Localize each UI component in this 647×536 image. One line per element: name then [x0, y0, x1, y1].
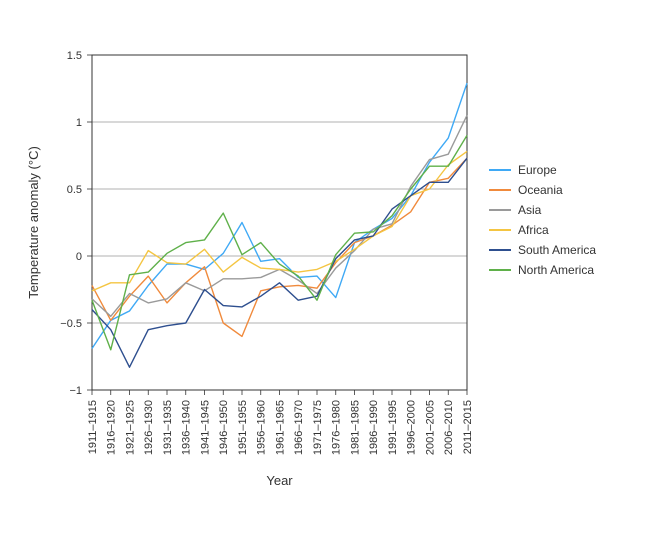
legend-label: North America [518, 263, 594, 277]
x-tick-label: 1966–1970 [293, 400, 305, 455]
legend-label: South America [518, 243, 596, 257]
y-tick-labels: −1 −0.5 0 0.5 1 1.5 [60, 50, 82, 397]
x-axis-title: Year [266, 473, 293, 488]
series-line-north-america [92, 135, 467, 349]
x-tick-label: 1951–1955 [237, 400, 249, 455]
y-tick-label: 1 [76, 117, 82, 129]
x-tick-label: 2006–2010 [443, 400, 455, 455]
y-tick-label: 0 [76, 251, 82, 263]
x-tick-label: 1926–1930 [143, 400, 155, 455]
y-tick-label: 0.5 [67, 184, 82, 196]
x-tick-label: 1956–1960 [256, 400, 268, 455]
x-tick-label: 1921–1925 [124, 400, 136, 455]
x-tick-label: 1986–1990 [368, 400, 380, 455]
data-lines-layer [92, 83, 467, 367]
x-tick-label: 1976–1980 [331, 400, 343, 455]
y-tick-label: 1.5 [67, 50, 82, 62]
x-tick-label: 1936–1940 [181, 400, 193, 455]
x-tick-label: 1911–1915 [87, 400, 99, 454]
x-tick-label: 1991–1995 [387, 400, 399, 455]
x-tick-label: 1946–1950 [218, 400, 230, 455]
legend-label: Asia [518, 203, 542, 217]
legend-label: Oceania [518, 183, 563, 197]
axes-layer [87, 55, 467, 395]
legend-label: Africa [518, 223, 549, 237]
y-tick-label: −1 [69, 385, 82, 397]
legend-label: Europe [518, 163, 557, 177]
x-tick-label: 1916–1920 [106, 400, 118, 455]
y-tick-label: −0.5 [60, 318, 82, 330]
x-tick-label: 1996–2000 [406, 400, 418, 455]
series-line-africa [92, 151, 467, 290]
x-tick-label: 1931–1935 [162, 400, 174, 455]
x-tick-label: 2001–2005 [424, 400, 436, 455]
x-tick-label: 1961–1965 [274, 400, 286, 455]
legend: Europe Oceania Asia Africa South America Nort… [489, 163, 596, 277]
x-tick-label: 1941–1945 [199, 400, 211, 455]
grid-layer [92, 55, 467, 390]
x-tick-label: 2011–2015 [462, 400, 474, 454]
y-axis-title: Temperature anomaly (°C) [26, 146, 41, 299]
temperature-anomaly-chart: −1 −0.5 0 0.5 1 1.5 1911–1915 1916–1920 1921–19… [0, 0, 647, 536]
series-line-europe [92, 83, 467, 348]
x-tick-label: 1981–1985 [349, 400, 361, 455]
x-tick-labels: 1911–1915 1916–1920 1921–1925 1926–1930 1931… [87, 400, 474, 455]
series-line-oceania [92, 158, 467, 336]
x-tick-label: 1971–1975 [312, 400, 324, 455]
